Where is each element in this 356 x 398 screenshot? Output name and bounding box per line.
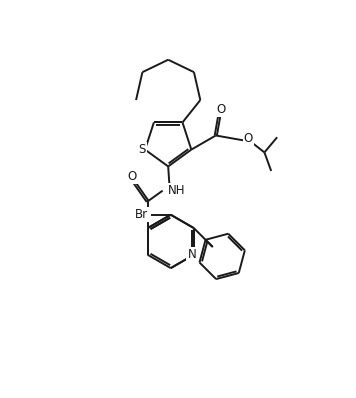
Text: S: S xyxy=(138,143,146,156)
Text: NH: NH xyxy=(168,184,185,197)
Text: Br: Br xyxy=(135,208,148,221)
Text: O: O xyxy=(244,132,253,145)
Text: O: O xyxy=(217,103,226,116)
Text: N: N xyxy=(188,248,196,261)
Text: O: O xyxy=(127,170,137,183)
